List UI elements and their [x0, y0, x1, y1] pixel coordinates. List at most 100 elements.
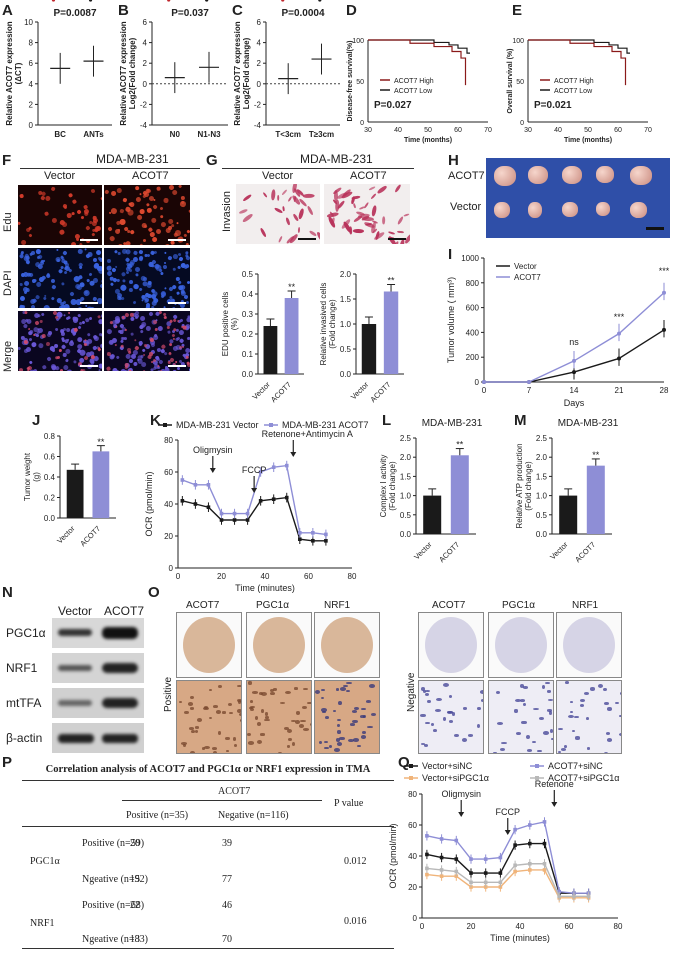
- cell-mark: [67, 192, 74, 199]
- g1-y-tick-label: 0.5: [242, 270, 254, 279]
- g1-y-tick-label: 0.4: [242, 290, 254, 299]
- k-y-tick-label: 40: [164, 500, 173, 509]
- q-injection-arrowhead: [504, 830, 511, 835]
- nucleus: [335, 687, 340, 691]
- i-x-tick-label: 28: [660, 386, 669, 395]
- cell-mark: [86, 306, 94, 308]
- nucleus: [218, 731, 222, 736]
- cell-mark: [106, 258, 112, 264]
- p-gene-nrf1: NRF1: [30, 918, 55, 929]
- cell-mark: [87, 251, 93, 257]
- n-blot-pgc1a: [52, 618, 144, 648]
- h-row-acot7: ACOT7: [448, 170, 485, 182]
- nucleus: [370, 712, 376, 716]
- k-x-label: Time (minutes): [235, 583, 295, 593]
- cell-mark: [77, 249, 83, 255]
- e-low-curve: [528, 39, 630, 54]
- nucleus: [420, 742, 426, 745]
- nucleus: [287, 728, 292, 733]
- cell-mark: [177, 366, 181, 371]
- nucleus: [564, 681, 569, 684]
- l-x-label: Vector: [412, 540, 434, 562]
- nucleus: [365, 700, 371, 704]
- cell-mark: [47, 330, 53, 336]
- nucleus: [302, 687, 309, 691]
- cell-mark: [78, 265, 83, 270]
- cell-mark: [124, 312, 130, 318]
- cell-mark: [86, 332, 91, 337]
- nucleus: [448, 694, 453, 698]
- k-injection-arrowhead: [209, 468, 216, 473]
- nucleus: [359, 714, 366, 718]
- nucleus: [453, 733, 459, 738]
- cell-mark: [101, 346, 102, 351]
- cell-mark: [122, 197, 127, 203]
- q-series-point: [513, 863, 517, 868]
- q-series-point: [469, 857, 473, 861]
- cell-mark: [150, 250, 156, 256]
- nucleus: [189, 695, 194, 700]
- o-pos-col-acot7: ACOT7: [186, 600, 220, 611]
- k-series-point: [324, 532, 328, 537]
- nucleus: [422, 690, 427, 694]
- cell-mark: [51, 217, 58, 224]
- cell-mark: [60, 331, 65, 337]
- i-x-tick-label: 14: [570, 386, 579, 395]
- tissue: [183, 617, 235, 673]
- g1-y-label: EDU positive cells: [221, 292, 230, 356]
- cell-mark: [150, 337, 155, 342]
- cell-mark: [26, 347, 32, 353]
- k-series-point: [206, 483, 211, 487]
- nucleus: [336, 718, 342, 721]
- cell-mark: [138, 249, 144, 255]
- d-y-label: Disease-free survival(%): [347, 41, 354, 122]
- nucleus: [426, 699, 431, 704]
- nucleus: [585, 717, 589, 721]
- g2-sig: **: [388, 276, 396, 286]
- q-series-point: [586, 894, 591, 899]
- nucleus: [571, 729, 575, 732]
- panel-label-h: H: [448, 152, 459, 169]
- nucleus: [462, 707, 467, 710]
- nucleus: [447, 711, 453, 715]
- d-y-tick-label: 100: [352, 38, 364, 45]
- e-x-tick-label: 30: [524, 127, 532, 134]
- cell-mark: [153, 198, 156, 202]
- p-pval-2: 0.016: [344, 916, 367, 927]
- cell-mark: [97, 368, 102, 371]
- nucleus: [182, 743, 186, 748]
- cell-mark: [142, 238, 146, 242]
- i-series-line: [484, 292, 665, 383]
- nucleus: [208, 716, 212, 720]
- nucleus: [496, 690, 501, 694]
- cell-mark: [183, 325, 187, 330]
- nucleus: [265, 712, 269, 716]
- o-neg-col-nrf1: NRF1: [572, 600, 599, 611]
- k-y-tick-label: 0: [169, 564, 174, 573]
- nucleus: [324, 746, 330, 750]
- p-table-title: Correlation analysis of ACOT7 and PGC1α …: [45, 764, 371, 775]
- c-y-tick-label: 0: [257, 80, 262, 89]
- f-merge-vector-image: [18, 311, 102, 371]
- g1-y-label-2: (%): [230, 317, 239, 330]
- q-series-line: [426, 869, 589, 899]
- q-series-point: [425, 852, 429, 857]
- nucleus: [237, 700, 241, 705]
- nucleus: [548, 710, 552, 715]
- nucleus: [547, 690, 551, 693]
- cell-mark: [29, 340, 37, 349]
- i-annot: ns: [569, 337, 579, 347]
- b-y-tick-label: -2: [140, 100, 148, 109]
- g-row-invasion: Invasion: [221, 191, 233, 232]
- i-series-point: [662, 327, 666, 332]
- nucleus: [236, 684, 241, 688]
- cell-mark: [136, 213, 144, 222]
- nucleus: [514, 709, 518, 713]
- q-series-point: [572, 891, 576, 895]
- panel-label-c: C: [232, 2, 243, 19]
- nucleus: [189, 707, 195, 710]
- nucleus: [448, 719, 454, 723]
- cell-mark: [110, 190, 117, 198]
- cell-mark: [146, 207, 153, 214]
- cell-mark: [30, 304, 36, 308]
